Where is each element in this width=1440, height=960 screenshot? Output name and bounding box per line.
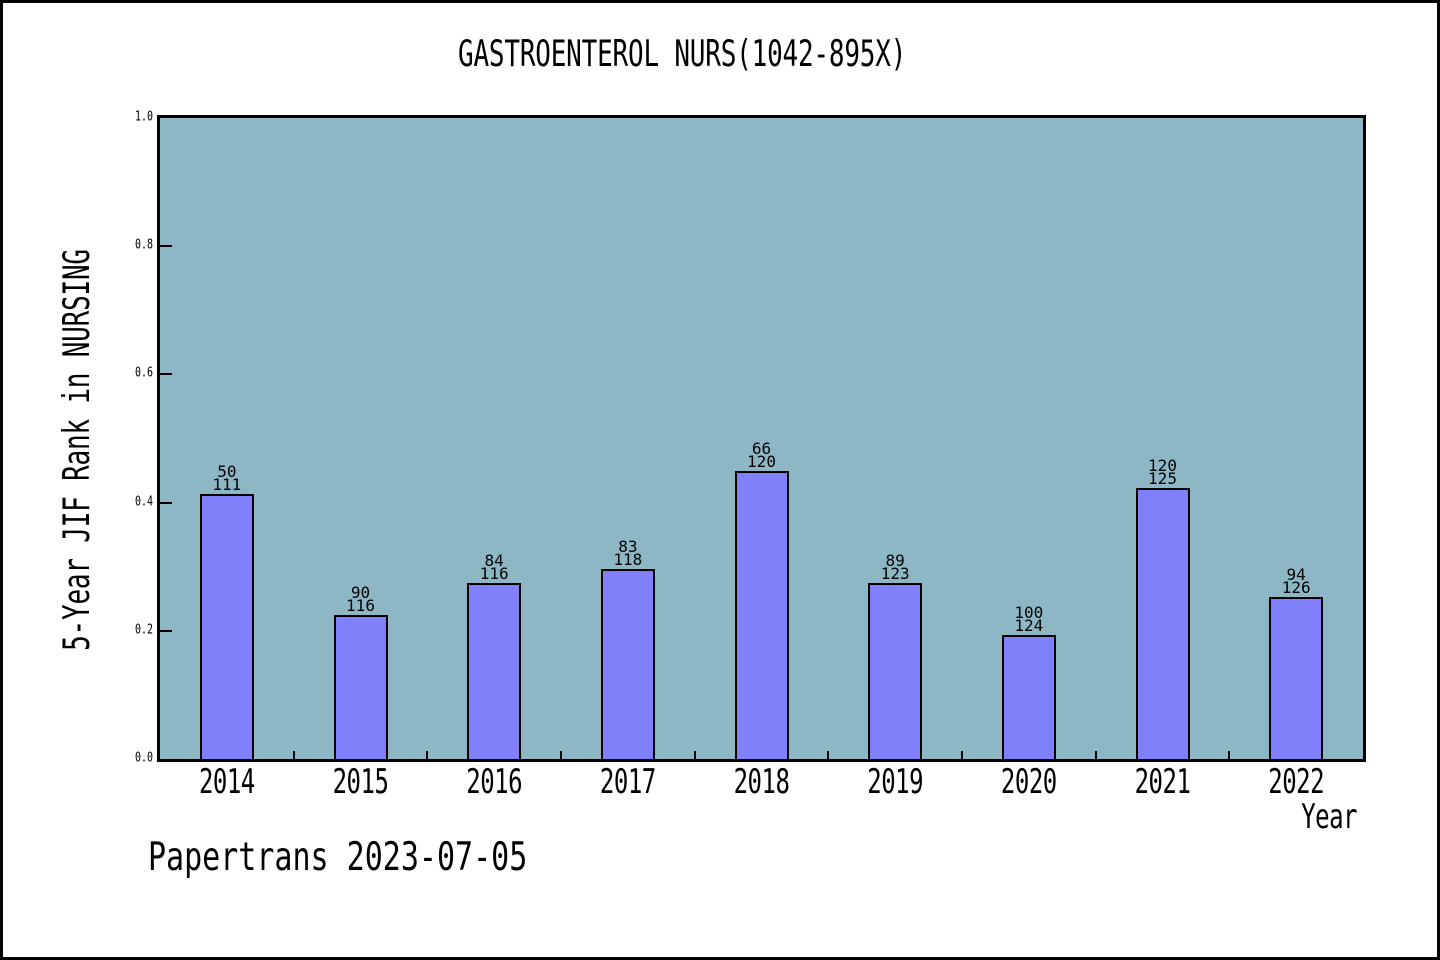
bar-rank-value: 50 — [217, 462, 237, 481]
bar-rank-value: 83 — [618, 537, 638, 556]
bar-2018 — [734, 471, 789, 759]
x-tick-label-2015: 2015 — [294, 762, 428, 801]
bar-total-value: 125 — [1148, 469, 1177, 488]
bar-2021 — [1135, 488, 1190, 759]
bar-2020 — [1001, 635, 1056, 759]
bar-rank-value: 100 — [1014, 603, 1044, 622]
y-tick-label-0.6: 0.6 — [134, 366, 153, 381]
x-tick-label-2019: 2019 — [828, 762, 962, 801]
y-axis-title: 5-Year JIF Rank in NURSING — [57, 249, 99, 651]
bar-value-label-2020: 100 124 — [979, 603, 1079, 635]
bar-total-value: 126 — [1281, 578, 1311, 597]
bar-total-value: 116 — [479, 564, 509, 583]
bar-2016 — [467, 583, 522, 759]
y-tick-label-0.0: 0.0 — [134, 751, 153, 766]
y-tick-label-0.8: 0.8 — [134, 238, 153, 253]
bar-total-value: 120 — [747, 452, 776, 471]
bar-total-value: 123 — [880, 564, 910, 583]
bar-rank-value: 84 — [484, 551, 504, 570]
y-tick-label-1.0: 1.0 — [134, 110, 153, 125]
bar-rank-value: 90 — [350, 583, 371, 602]
bar-total-value: 124 — [1014, 616, 1044, 635]
x-tick-label-text: 2015 — [332, 762, 389, 802]
chart-title: GASTROENTEROL NURS(1042-895X) — [458, 34, 907, 76]
bar-total-value: 118 — [613, 550, 643, 569]
plot-canvas: 50 111 90 116 84 116 83 118 66 120 89 123 100 124 120 1… — [160, 118, 1363, 759]
x-tick-label-text: 2018 — [733, 762, 790, 802]
y-tick — [160, 245, 172, 248]
bar-rank-value: 89 — [885, 551, 905, 570]
bar-rank-value: 94 — [1286, 565, 1306, 584]
x-minor-tick — [560, 751, 562, 759]
x-minor-tick — [292, 751, 295, 759]
bar-value-label-2021: 120 125 — [1113, 456, 1213, 488]
x-minor-tick — [693, 751, 696, 759]
x-tick-label-text: 2017 — [599, 762, 656, 802]
y-tick — [160, 501, 172, 504]
bar-2019 — [868, 583, 923, 759]
x-minor-tick — [426, 751, 429, 759]
plot-area: 50 111 90 116 84 116 83 118 66 120 89 123 100 124 120 1… — [157, 115, 1366, 762]
y-tick-label-0.4: 0.4 — [134, 494, 153, 510]
bar-value-label-2019: 89 123 — [845, 551, 945, 583]
x-tick-label-2014: 2014 — [160, 762, 294, 801]
x-minor-tick — [1228, 751, 1231, 759]
x-minor-tick — [961, 751, 963, 759]
bar-total-value: 116 — [346, 596, 375, 615]
x-axis-tick-labels: 2014 2015 2016 2017 2018 2019 2020 2021 2022 — [160, 762, 1363, 802]
bar-value-label-2014: 50 111 — [177, 462, 277, 494]
x-tick-label-2017: 2017 — [561, 762, 695, 801]
x-tick-label-text: 2022 — [1268, 762, 1325, 802]
bar-2017 — [600, 569, 655, 759]
bar-rank-value: 120 — [1148, 456, 1177, 475]
bar-value-label-2018: 66 120 — [712, 439, 812, 471]
bar-value-label-2016: 84 116 — [444, 551, 544, 583]
watermark-text: Papertrans 2023-07-05 — [148, 835, 528, 881]
x-axis-title-text: Year — [1301, 797, 1357, 837]
bar-value-label-2022: 94 126 — [1246, 565, 1346, 597]
y-tick — [160, 373, 172, 376]
bar-value-label-2015: 90 116 — [311, 583, 411, 615]
bar-2022 — [1269, 597, 1324, 759]
x-tick-label-2018: 2018 — [695, 762, 829, 801]
x-minor-tick — [827, 751, 830, 759]
bar-2014 — [199, 494, 254, 759]
bar-total-value: 111 — [212, 475, 242, 494]
x-axis-title: Year — [1157, 797, 1357, 836]
x-tick-label-text: 2014 — [198, 762, 255, 802]
x-tick-label-2021: 2021 — [1096, 762, 1230, 801]
x-tick-label-text: 2019 — [867, 762, 924, 802]
x-tick-label-text: 2021 — [1134, 762, 1191, 802]
x-minor-tick — [1094, 751, 1097, 759]
y-tick — [160, 629, 172, 632]
x-tick-label-2016: 2016 — [427, 762, 561, 801]
bar-rank-value: 66 — [751, 439, 772, 458]
bar-2015 — [333, 615, 388, 759]
x-tick-label-2020: 2020 — [962, 762, 1096, 801]
x-tick-label-text: 2016 — [466, 762, 523, 802]
y-tick-label-0.2: 0.2 — [134, 622, 153, 638]
bar-value-label-2017: 83 118 — [578, 537, 678, 569]
x-tick-label-text: 2020 — [1000, 762, 1057, 802]
x-tick-label-2022: 2022 — [1229, 762, 1363, 801]
